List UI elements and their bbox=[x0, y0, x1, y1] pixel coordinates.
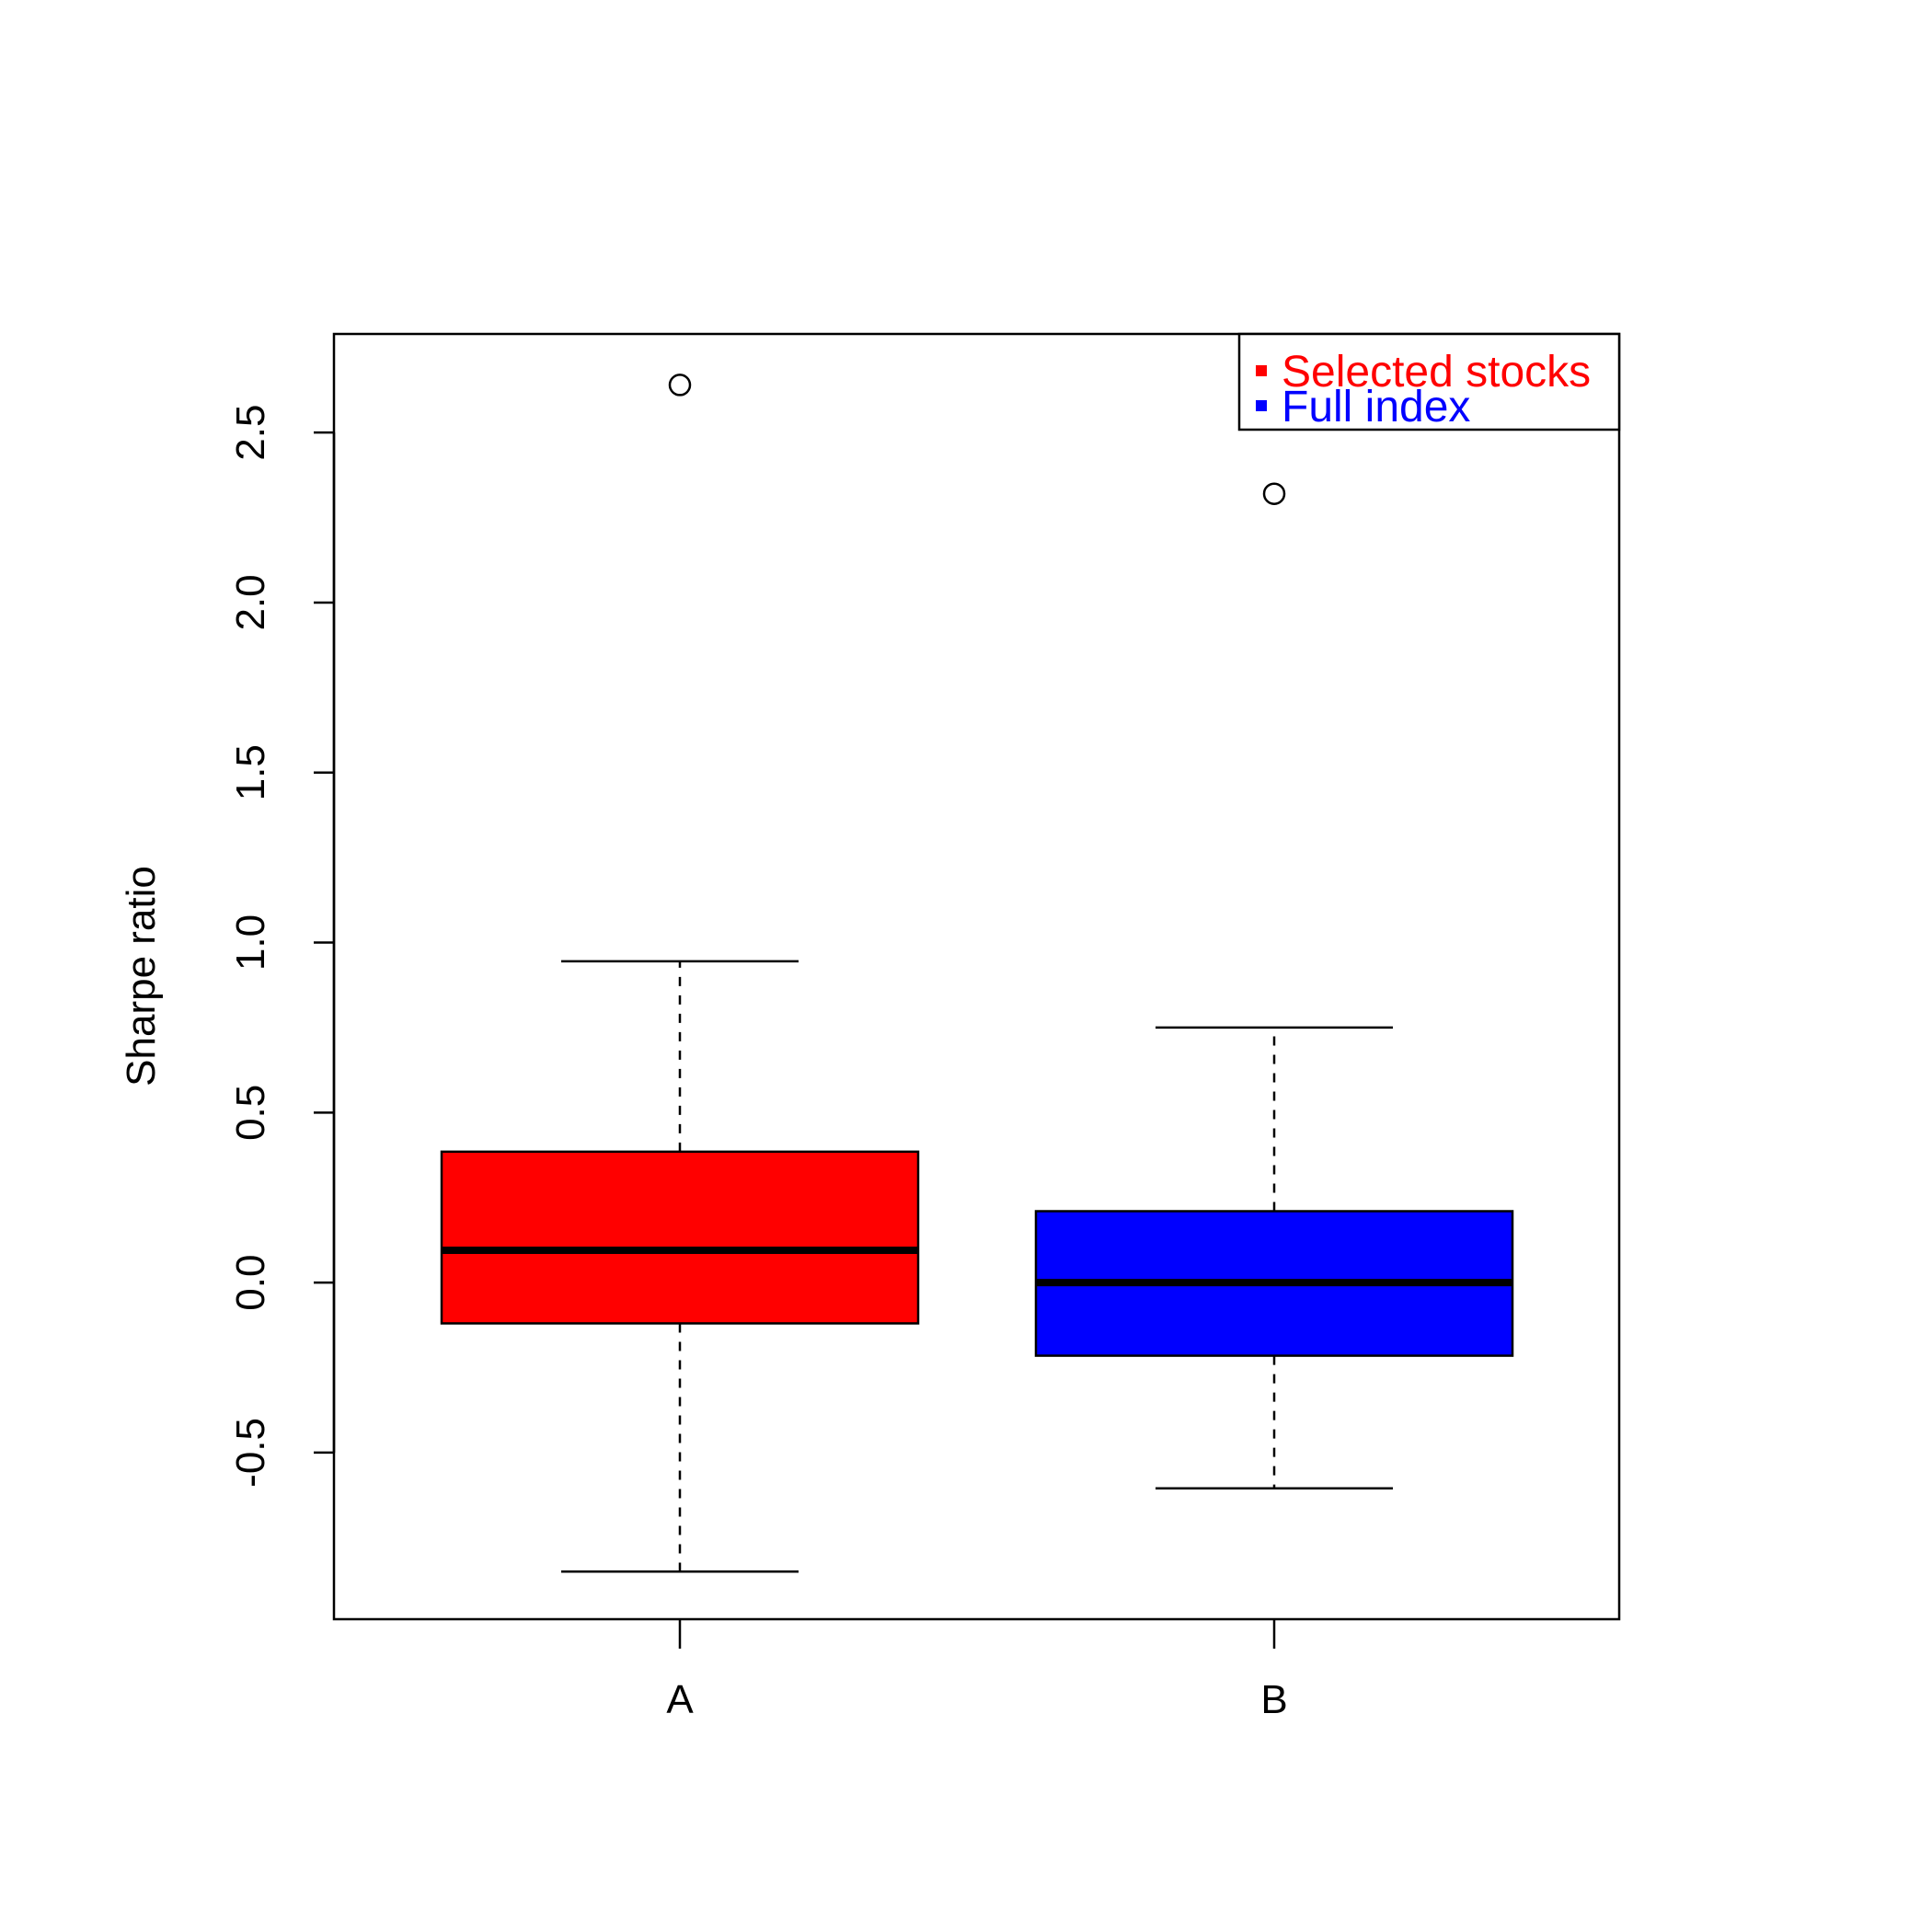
box-B bbox=[1034, 482, 1514, 1489]
box-A bbox=[440, 374, 920, 1573]
y-tick-label: 1.0 bbox=[228, 914, 273, 971]
y-axis-title: Sharpe ratio bbox=[119, 866, 164, 1087]
legend-item: Selected stocks bbox=[1256, 348, 1591, 397]
y-tick-label: -0.5 bbox=[228, 1418, 273, 1488]
outlier-point bbox=[1262, 482, 1286, 505]
y-tick-label: 2.0 bbox=[228, 574, 273, 630]
y-tick-label: 0.0 bbox=[228, 1255, 273, 1311]
y-axis: -0.5 0.0 0.5 1.0 1.5 2.0 2.5 bbox=[228, 405, 336, 1488]
plot-frame bbox=[332, 332, 1621, 1621]
x-tick-label: B bbox=[1260, 1677, 1287, 1722]
legend-item: Full index bbox=[1256, 383, 1470, 431]
x-tick-label: A bbox=[666, 1677, 694, 1722]
legend-label: Selected stocks bbox=[1282, 348, 1591, 397]
legend-box bbox=[1237, 332, 1621, 431]
y-tick-label: 0.5 bbox=[228, 1085, 273, 1141]
legend-label: Full index bbox=[1282, 383, 1470, 431]
iqr-box bbox=[440, 1150, 920, 1325]
box-layer bbox=[440, 374, 1514, 1573]
y-tick-label: 1.5 bbox=[228, 744, 273, 800]
legend-swatch bbox=[1256, 365, 1267, 376]
legend-swatch bbox=[1256, 400, 1267, 411]
y-tick-label: 2.5 bbox=[228, 405, 273, 461]
outlier-point bbox=[668, 374, 692, 397]
